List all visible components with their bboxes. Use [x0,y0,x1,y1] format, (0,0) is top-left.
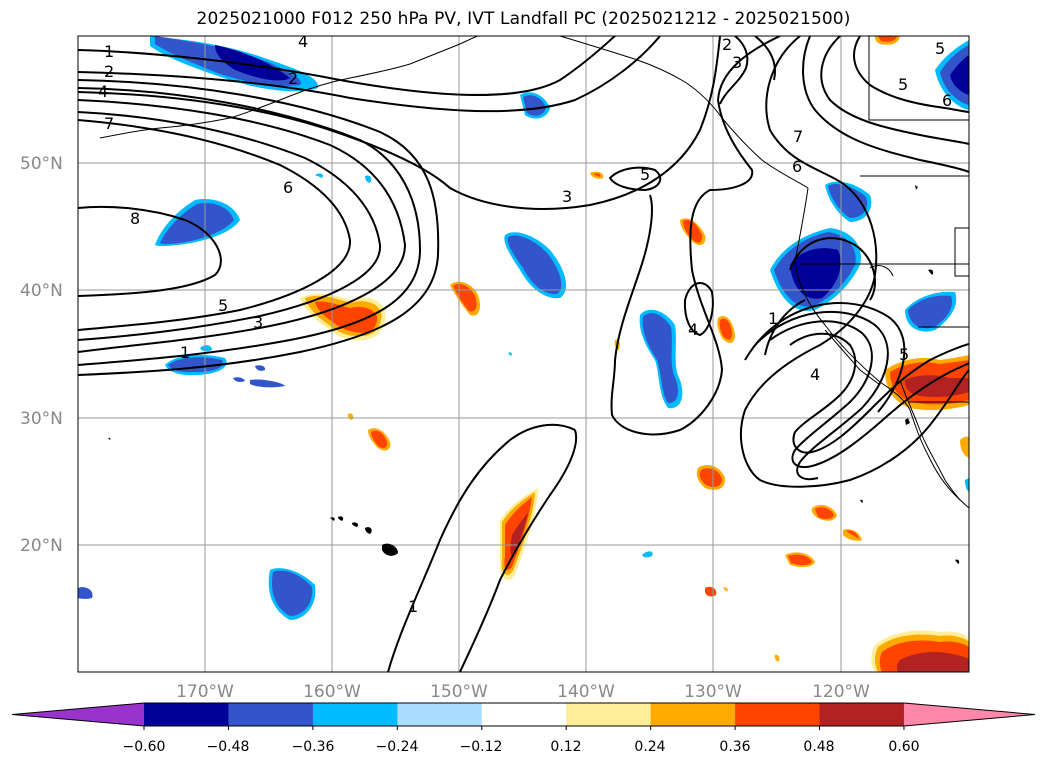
lat-label: 30°N [20,409,63,429]
contour-label: 6 [283,178,293,197]
colorbar-segment [397,703,483,726]
contour-label: 3 [562,187,572,206]
colorbar-segment [650,703,736,726]
contour-label: 1 [104,42,114,61]
colorbar-tick-label: −0.36 [292,739,335,755]
map-plot-area: 1 2 4 7 8 6 5 3 1 2 4 2 3 7 6 5 3 5 4 1 … [78,32,969,672]
colorbar-tick-labels: −0.60 −0.48 −0.36 −0.24 −0.12 0.12 0.24 … [123,739,920,755]
colorbar-tick-label: 0.12 [550,739,581,755]
longitude-labels: 170°W 160°W 150°W 140°W 130°W 120°W [176,682,870,702]
colorbar-tick-label: −0.48 [207,739,250,755]
contour-label: 5 [218,296,228,315]
lat-label: 40°N [20,281,63,301]
latitude-labels: 50°N 40°N 30°N 20°N [20,154,63,556]
plot-frame [77,35,970,673]
contour-label: 4 [688,320,698,339]
contour-labels: 1 2 4 7 8 6 5 3 1 2 4 2 3 7 6 5 3 5 4 1 … [98,32,952,616]
colorbar-max-extension [903,703,1035,726]
contour-label: 6 [942,91,952,110]
colorbar-tick-label: −0.12 [460,739,503,755]
colorbar-segment [481,703,567,726]
lon-label: 160°W [303,682,361,702]
contour-label: 5 [935,39,945,58]
colorbar-tick-label: −0.24 [376,739,419,755]
contour-label: 4 [98,82,108,101]
colorbar-tick-label: 0.24 [634,739,665,755]
contour-label: 2 [722,35,732,54]
colorbar-segment [819,703,905,726]
colorbar [11,702,1036,730]
contour-label: 7 [104,114,114,133]
colorbar-segment [566,703,652,726]
colorbar-segment [144,703,230,726]
lat-label: 50°N [20,154,63,174]
contour-label: 1 [768,309,778,328]
colorbar-tick-label: 0.60 [888,739,919,755]
contour-label: 5 [898,75,908,94]
colorbar-min-extension [12,703,144,726]
lat-label: 20°N [20,536,63,556]
contour-label: 8 [130,209,140,228]
contour-label: 7 [793,127,803,146]
islands [108,185,960,564]
coastlines [99,36,969,509]
colorbar-segment [228,703,314,726]
contour-label: 4 [298,32,308,51]
contour-label: 4 [810,365,820,384]
colorbar-segment [735,703,821,726]
contour-label: 5 [640,165,650,184]
colorbar-tick-label: 0.36 [719,739,750,755]
lon-label: 170°W [176,682,234,702]
contour-label: 1 [180,343,190,362]
contour-label: 5 [899,345,909,364]
colorbar-tick-label: 0.48 [803,739,834,755]
contour-label: 2 [104,62,114,81]
colorbar-segment [312,703,398,726]
map-title: 2025021000 F012 250 hPa PV, IVT Landfall… [196,9,851,29]
contour-label: 3 [253,313,263,332]
lon-label: 140°W [557,682,615,702]
lon-label: 150°W [430,682,488,702]
contour-label: 1 [408,597,418,616]
lon-label: 130°W [684,682,742,702]
lon-label: 120°W [812,682,870,702]
positive-anomaly-fills [300,36,969,672]
colorbar-tick-label: −0.60 [123,739,166,755]
contour-label: 6 [792,157,802,176]
pv-contours [78,36,969,672]
contour-label: 2 [288,69,298,88]
graticule [78,36,969,672]
contour-label: 3 [732,53,742,72]
